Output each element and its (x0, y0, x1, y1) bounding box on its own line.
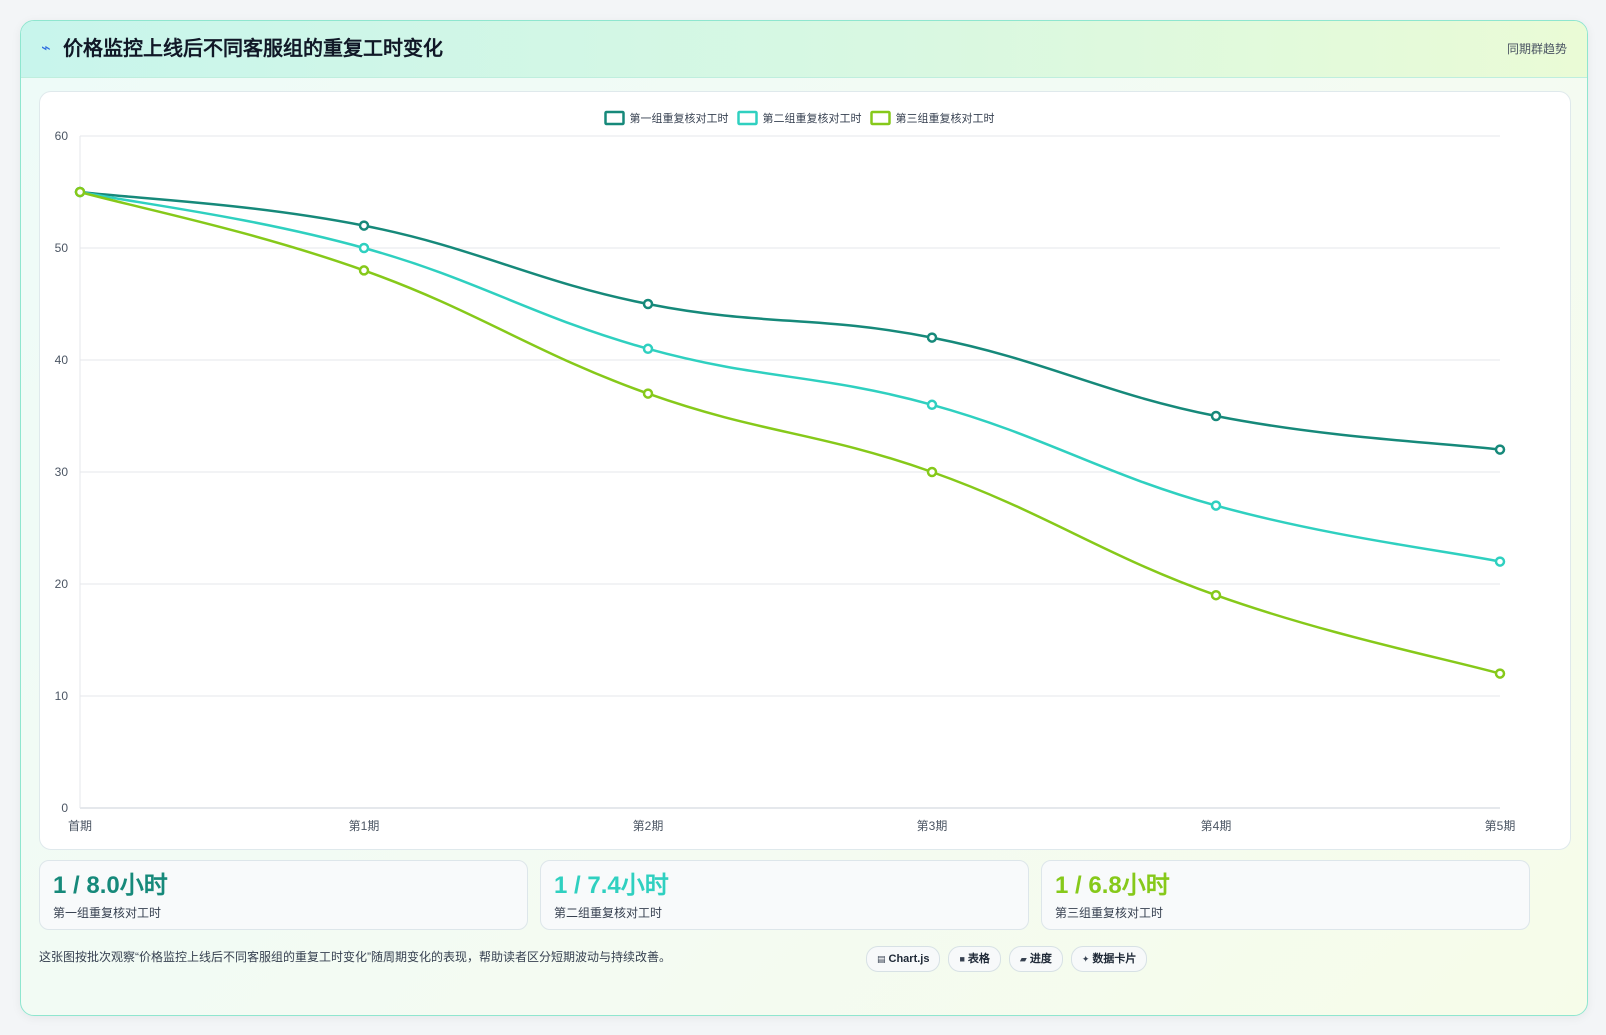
stat-value: 1 / 7.4小时 (554, 872, 669, 899)
chip-progress[interactable]: ▰ 进度 (1008, 946, 1063, 972)
x-tick-label: 第4期 (1201, 819, 1232, 833)
stat-label: 第二组重复核对工时 (554, 906, 663, 920)
data-point[interactable] (926, 332, 938, 343)
x-tick-label: 首期 (68, 819, 92, 833)
legend-item[interactable]: 第二组重复核对工时 (737, 110, 862, 126)
header-tag: 同期群趋势 (1506, 42, 1567, 56)
data-point[interactable] (1210, 410, 1222, 422)
y-tick-label: 0 (61, 801, 68, 815)
y-tick-label: 60 (55, 129, 69, 143)
series-line[interactable] (79, 190, 1501, 563)
chip-data-card[interactable]: ✦ 数据卡片 (1070, 946, 1148, 972)
chart-card: ⌁ 价格监控上线后不同客服组的重复工时变化 同期群趋势 0 10 20 30 40 50 6… (20, 20, 1588, 1016)
legend-swatch (870, 110, 891, 126)
data-point[interactable] (1210, 500, 1222, 511)
chip-chartjs[interactable]: ▤ Chart.js (866, 946, 941, 972)
x-tick-label: 第5期 (1485, 819, 1516, 833)
legend-swatch (737, 110, 758, 126)
legend-swatch (604, 110, 625, 126)
chart-icon: ▤ (877, 954, 886, 964)
sparkle-icon: ⌁ (41, 40, 51, 57)
chip-label: 数据卡片 (1092, 953, 1137, 965)
legend-label: 第二组重复核对工时 (763, 111, 862, 125)
data-point[interactable] (358, 242, 370, 254)
legend[interactable]: 第一组重复核对工时 第二组重复核对工时 第三组重复核对工时 (604, 110, 995, 126)
data-point[interactable] (358, 220, 370, 231)
data-point[interactable] (926, 399, 938, 411)
legend-item[interactable]: 第三组重复核对工时 (870, 110, 995, 126)
data-point[interactable] (74, 186, 86, 198)
x-tick-label: 第3期 (917, 819, 948, 833)
data-point[interactable] (1494, 444, 1506, 455)
stat-label: 第一组重复核对工时 (53, 906, 162, 920)
legend-label: 第三组重复核对工时 (896, 111, 995, 125)
data-point[interactable] (642, 388, 654, 399)
y-tick-label: 20 (55, 577, 69, 591)
legend-item[interactable]: 第一组重复核对工时 (604, 110, 729, 126)
series-line[interactable] (79, 190, 1501, 675)
data-point[interactable] (358, 265, 370, 276)
y-tick-label: 50 (55, 241, 69, 255)
legend-label: 第一组重复核对工时 (630, 111, 729, 125)
y-tick-label: 10 (55, 689, 69, 703)
stat-card-group-2: 1 / 7.4小时 第二组重复核对工时 (540, 860, 1029, 930)
series-line[interactable] (79, 190, 1501, 451)
card-icon: ✦ (1081, 954, 1090, 964)
y-tick-label: 30 (55, 465, 69, 479)
table-icon: ■ (959, 954, 965, 964)
y-tick-label: 40 (55, 353, 69, 367)
progress-icon: ▰ (1019, 954, 1027, 964)
card-header: ⌁ 价格监控上线后不同客服组的重复工时变化 同期群趋势 (21, 21, 1587, 78)
x-tick-label: 第2期 (633, 819, 664, 833)
x-tick-label: 第1期 (349, 819, 380, 833)
chart-footnote: 这张图按批次观察“价格监控上线后不同客服组的重复工时变化”随周期变化的表现，帮助… (39, 950, 671, 964)
stat-card-group-1: 1 / 8.0小时 第一组重复核对工时 (39, 860, 528, 930)
data-point[interactable] (926, 466, 938, 478)
line-chart: 0 10 20 30 40 50 60 首期 第1期 第2期 第3期 第4期 第5期 第一组重复核对工时… (55, 110, 1516, 833)
stat-value: 1 / 8.0小时 (53, 872, 168, 899)
data-point[interactable] (1494, 556, 1506, 567)
chip-row: ▤ Chart.js ■ 表格 ▰ 进度 ✦ 数据卡片 (866, 946, 1148, 972)
chip-label: Chart.js (888, 953, 930, 965)
data-point[interactable] (1210, 589, 1222, 601)
data-point[interactable] (1494, 668, 1506, 679)
plot-area: 0 10 20 30 40 50 60 首期 第1期 第2期 第3期 第4期 第5期 第一组重复核对工时… (39, 91, 1571, 850)
data-point[interactable] (642, 298, 654, 310)
chip-table[interactable]: ■ 表格 (948, 946, 1001, 972)
stat-label: 第三组重复核对工时 (1055, 906, 1164, 920)
stat-value: 1 / 6.8小时 (1055, 872, 1170, 899)
chip-label: 进度 (1029, 953, 1052, 965)
chip-label: 表格 (967, 953, 990, 965)
stat-card-group-3: 1 / 6.8小时 第三组重复核对工时 (1041, 860, 1530, 930)
chart-title: 价格监控上线后不同客服组的重复工时变化 (63, 38, 443, 60)
data-point[interactable] (642, 343, 654, 355)
